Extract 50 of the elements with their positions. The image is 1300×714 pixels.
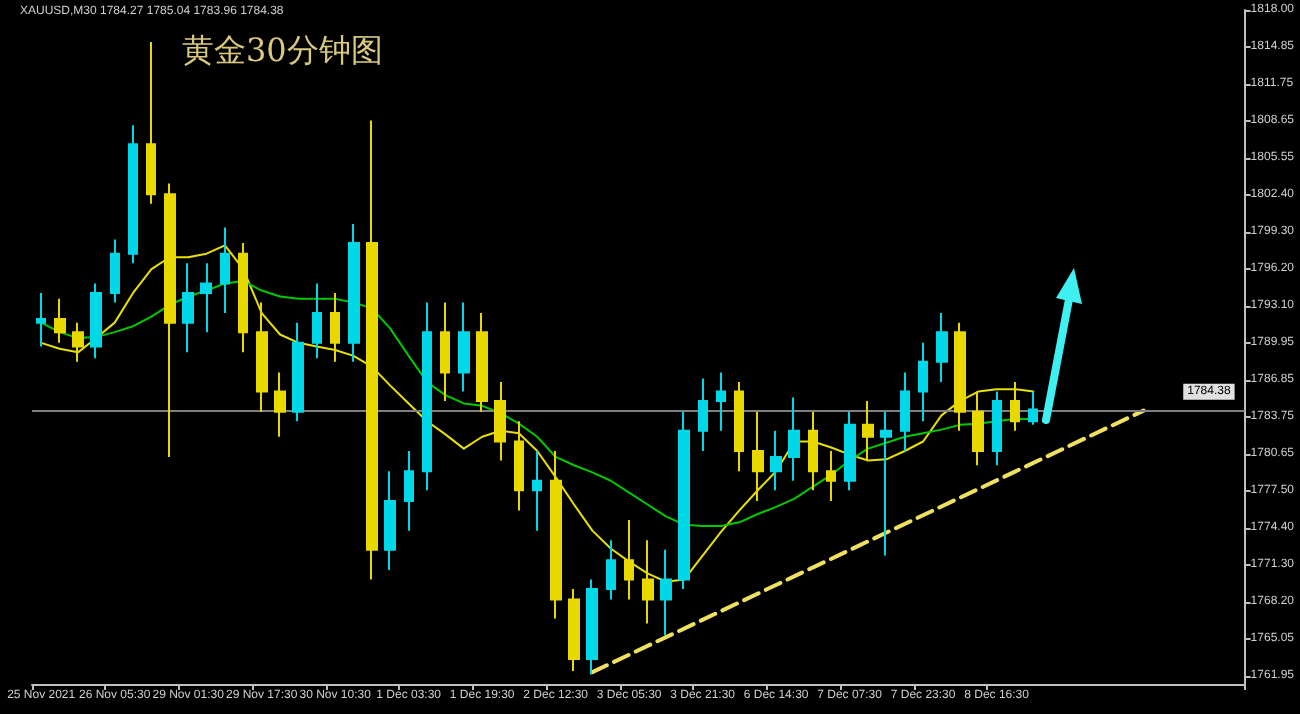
candlestick bbox=[900, 371, 910, 453]
candlestick bbox=[936, 312, 948, 384]
candlestick bbox=[422, 301, 432, 492]
candlestick bbox=[458, 301, 470, 393]
candlestick bbox=[128, 124, 138, 265]
candlestick bbox=[36, 291, 46, 348]
candlestick bbox=[182, 262, 194, 354]
candlestick bbox=[348, 222, 360, 363]
candlestick bbox=[586, 578, 598, 676]
candlestick bbox=[90, 282, 102, 360]
candlestick bbox=[606, 539, 616, 601]
candlestick bbox=[716, 371, 726, 432]
candlestick bbox=[514, 420, 524, 512]
candlestick bbox=[220, 226, 230, 315]
candlestick bbox=[494, 381, 506, 462]
candlestick bbox=[292, 321, 304, 423]
candlestick bbox=[274, 371, 286, 438]
candlestick bbox=[110, 238, 120, 304]
candlestick bbox=[256, 301, 268, 413]
candlestick bbox=[972, 390, 984, 467]
candlestick bbox=[678, 410, 690, 590]
candlestick bbox=[476, 312, 488, 413]
candlestick bbox=[770, 429, 782, 492]
candlestick bbox=[54, 297, 66, 344]
candlestick bbox=[918, 341, 928, 423]
candlestick bbox=[330, 291, 340, 363]
candlestick bbox=[734, 381, 744, 473]
candlestick bbox=[954, 321, 966, 432]
candlestick bbox=[440, 301, 450, 403]
text: 黄金30分钟图 bbox=[182, 31, 383, 69]
candlestick bbox=[72, 321, 84, 363]
candlestick bbox=[200, 262, 212, 334]
candlestick bbox=[826, 450, 836, 502]
candlestick bbox=[788, 396, 800, 482]
candlestick bbox=[404, 450, 414, 532]
candlestick bbox=[808, 410, 818, 492]
candlestick bbox=[660, 548, 672, 637]
candlestick bbox=[698, 377, 708, 453]
candlestick bbox=[1010, 381, 1020, 432]
candlestick bbox=[992, 390, 1002, 467]
candlestick bbox=[862, 400, 874, 462]
candlestick bbox=[384, 470, 396, 571]
candlestick bbox=[312, 282, 322, 360]
candlestick bbox=[880, 410, 892, 557]
candlestick bbox=[844, 410, 856, 492]
candlestick bbox=[752, 410, 764, 502]
candlestick bbox=[532, 450, 542, 532]
candlestick bbox=[146, 41, 156, 205]
candlestick bbox=[568, 587, 580, 672]
candlestick bbox=[1028, 390, 1038, 426]
